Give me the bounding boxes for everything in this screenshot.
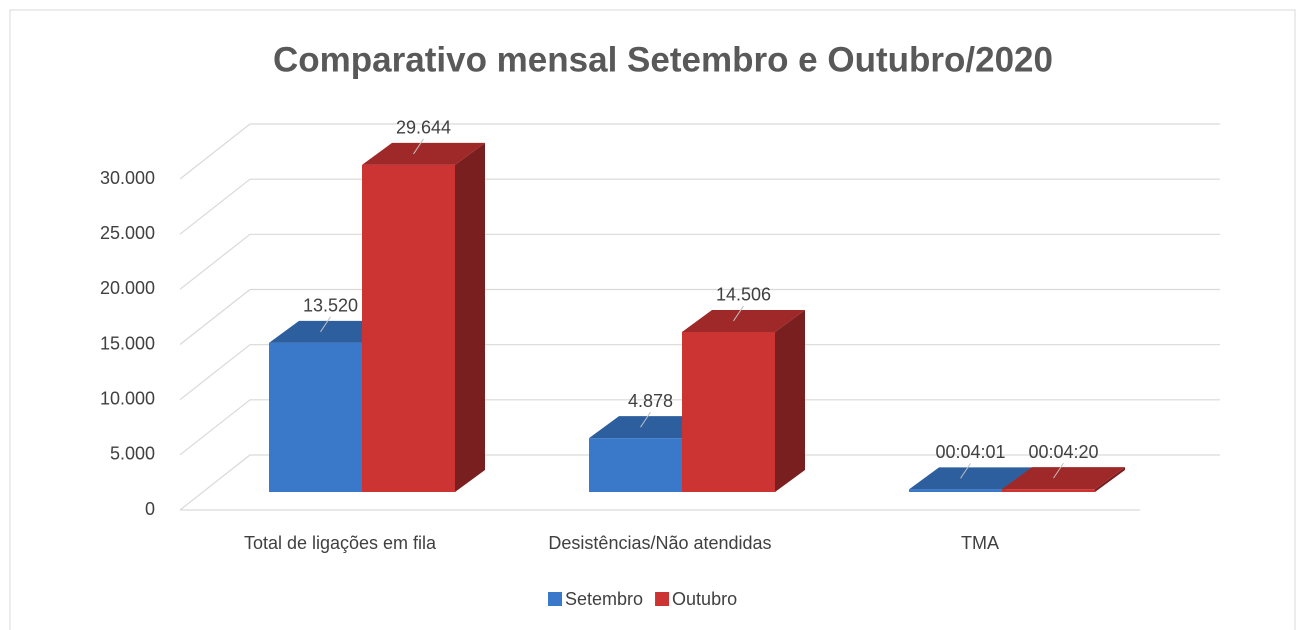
grid-line	[179, 233, 1220, 290]
bar-face	[775, 309, 805, 492]
data-label: 13.520	[303, 296, 358, 316]
y-tick-label: 10.000	[100, 388, 155, 408]
legend-label: Outubro	[672, 589, 737, 609]
legend-label: Setembro	[565, 589, 643, 609]
leader-line	[733, 305, 744, 322]
leader-line	[413, 138, 424, 155]
x-tick-label: TMA	[961, 533, 999, 553]
bar-face	[682, 309, 805, 332]
grid-line	[179, 399, 1220, 456]
leader-line	[1053, 462, 1064, 479]
grid-line	[179, 344, 1220, 401]
x-tick-label: Desistências/Não atendidas	[548, 533, 771, 553]
bar-face	[362, 142, 485, 165]
y-tick-label: 20.000	[100, 278, 155, 298]
y-tick-label: 0	[145, 499, 155, 519]
grid-line	[179, 178, 1220, 235]
bar-face	[269, 342, 362, 492]
bar	[682, 309, 805, 492]
grid-line	[179, 288, 1220, 345]
x-tick-label: Total de ligações em fila	[244, 533, 437, 553]
leader-line	[640, 411, 651, 428]
bar-face	[1002, 467, 1125, 490]
leader-line	[960, 463, 971, 479]
bar-face	[455, 142, 485, 493]
grid-line	[179, 123, 1220, 180]
y-tick-label: 30.000	[100, 168, 155, 188]
y-tick-label: 25.000	[100, 223, 155, 243]
data-label: 14.506	[716, 285, 771, 305]
data-label: 00:04:01	[935, 442, 1005, 462]
bar-face	[362, 164, 455, 493]
bar-face	[589, 438, 682, 492]
bar-face	[269, 320, 392, 343]
leader-line	[320, 316, 331, 333]
data-label: 4.878	[628, 391, 673, 411]
grid-line	[179, 454, 1220, 511]
data-label: 29.644	[396, 118, 451, 138]
bar-face	[682, 331, 775, 492]
bar-face	[909, 467, 1032, 490]
bar-face	[1095, 467, 1125, 492]
bar-face	[909, 489, 1002, 492]
bar-face	[589, 416, 712, 439]
legend-swatch	[548, 592, 562, 606]
bar	[362, 142, 485, 493]
data-label: 00:04:20	[1028, 442, 1098, 462]
y-tick-label: 5.000	[110, 444, 155, 464]
chart-border	[9, 9, 1296, 630]
legend-swatch	[655, 592, 670, 606]
y-tick-label: 15.000	[100, 333, 155, 353]
bar-face	[1002, 489, 1095, 492]
bar	[1002, 467, 1125, 492]
chart-title: Comparativo mensal Setembro e Outubro/20…	[273, 40, 1053, 79]
